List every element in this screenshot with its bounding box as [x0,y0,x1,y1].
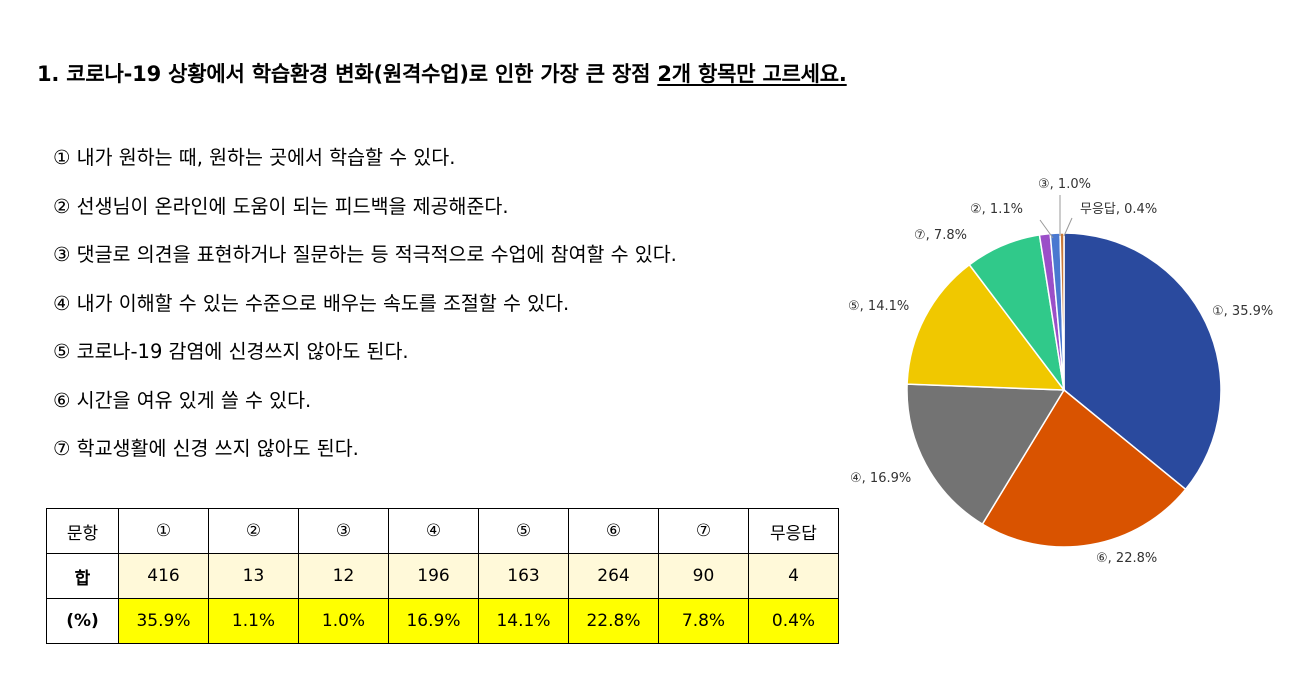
option-6: ⑥ 시간을 여유 있게 쓸 수 있다. [53,388,312,412]
table-header-cell: ③ [298,508,389,554]
pie-slice [906,263,1066,391]
table-row-header: (%) [46,598,119,644]
table-percent-cell: 35.9% [118,598,209,644]
table-sum-row: 합 416 13 12 196 163 264 90 4 [46,553,839,599]
table-percent-cell: 0.4% [748,598,839,644]
table-percent-cell: 22.8% [568,598,659,644]
table-percent-cell: 1.1% [208,598,299,644]
table-percent-cell: 16.9% [388,598,479,644]
table-sum-cell: 196 [388,553,479,599]
pie-data-label: ④, 16.9% [850,471,911,486]
option-3: ③ 댓글로 의견을 표현하거나 질문하는 등 적극적으로 수업에 참여할 수 있… [53,243,677,266]
option-1: ① 내가 원하는 때, 원하는 곳에서 학습할 수 있다. [53,146,456,169]
pie-data-label: ⑥, 22.8% [1096,551,1157,566]
table-header-cell: ⑥ [568,508,659,554]
option-2: ② 선생님이 온라인에 도움이 되는 피드백을 제공해준다. [53,194,509,218]
answer-options-list: ① 내가 원하는 때, 원하는 곳에서 학습할 수 있다. ② 선생님이 온라인… [53,143,677,483]
table-percent-row: (%) 35.9% 1.1% 1.0% 16.9% 14.1% 22.8% 7.… [46,598,839,644]
pie-slice [981,388,1187,548]
pie-leader-line [1039,219,1054,239]
results-table: 문항 ① ② ③ ④ ⑤ ⑥ ⑦ 무응답 합 416 13 12 196 163… [46,508,839,644]
pie-chart: ①, 35.9% ⑥, 22.8% ④, 16.9% ⑤, 14.1% ⑦, 7.8%②… [848,177,1273,566]
question-emphasis: 2개 항목만 고르세요. [657,62,847,86]
pie-data-label: ①, 35.9% [1212,304,1273,319]
pie-data-label: ③, 1.0% [1038,177,1091,192]
question-title: 1. 코로나-19 상황에서 학습환경 변화(원격수업)로 인한 가장 큰 장점… [37,58,847,88]
pie-slice [906,383,1066,526]
option-5: ⑤ 코로나-19 감염에 신경쓰지 않아도 된다. [53,340,409,363]
table-row-header: 문항 [46,508,119,554]
table-sum-cell: 4 [748,553,839,599]
table-header-cell: ② [208,508,299,554]
table-row-header: 합 [46,553,119,599]
pie-data-label: ②, 1.1% [970,202,1023,217]
table-header-cell: ④ [388,508,479,554]
table-sum-cell: 416 [118,553,209,599]
table-header-cell: 무응답 [748,508,839,554]
table-percent-cell: 7.8% [658,598,749,644]
table-sum-cell: 163 [478,553,569,599]
question-prefix: 1. 코로나-19 상황에서 학습환경 변화(원격수업)로 인한 가장 큰 장점 [37,62,658,86]
pie-leader-line [1063,217,1073,237]
pie-slice [1063,232,1222,491]
option-7: ⑦ 학교생활에 신경 쓰지 않아도 된다. [53,437,359,460]
table-header-row: 문항 ① ② ③ ④ ⑤ ⑥ ⑦ 무응답 [46,508,839,554]
table-sum-cell: 13 [208,553,299,599]
table-sum-cell: 12 [298,553,389,599]
table-header-cell: ⑦ [658,508,749,554]
table-header-cell: ① [118,508,209,554]
pie-data-label: ⑤, 14.1% [848,299,909,314]
table-sum-cell: 90 [658,553,749,599]
table-percent-cell: 1.0% [298,598,389,644]
table-percent-cell: 14.1% [478,598,569,644]
pie-data-label: ⑦, 7.8% [914,228,967,243]
option-4: ④ 내가 이해할 수 있는 수준으로 배우는 속도를 조절할 수 있다. [53,291,570,315]
pie-data-label: 무응답, 0.4% [1080,202,1157,217]
table-header-cell: ⑤ [478,508,569,554]
table-sum-cell: 264 [568,553,659,599]
